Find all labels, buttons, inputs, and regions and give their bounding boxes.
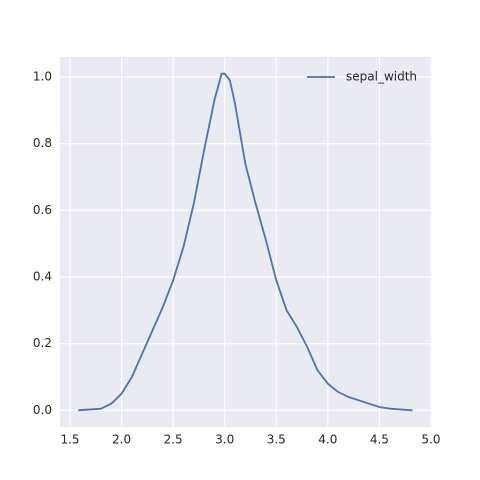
y-tick-label: 0.6 [33, 203, 52, 217]
x-tick-label: 4.0 [318, 433, 337, 447]
y-tick-label: 0.0 [33, 403, 52, 417]
y-tick-label: 0.2 [33, 336, 52, 350]
x-tick-label: 2.0 [112, 433, 131, 447]
x-tick-label: 4.5 [370, 433, 389, 447]
x-tick-label: 5.0 [421, 433, 440, 447]
x-tick-label: 3.5 [267, 433, 286, 447]
x-tick-label: 1.5 [60, 433, 79, 447]
x-tick-label: 3.0 [215, 433, 234, 447]
y-tick-label: 0.8 [33, 136, 52, 150]
y-tick-label: 0.4 [33, 270, 52, 284]
legend-label: sepal_width [346, 70, 417, 84]
y-tick-label: 1.0 [33, 70, 52, 84]
line-series [78, 72, 413, 412]
x-tick-label: 2.5 [164, 433, 183, 447]
plot-area [60, 57, 432, 427]
